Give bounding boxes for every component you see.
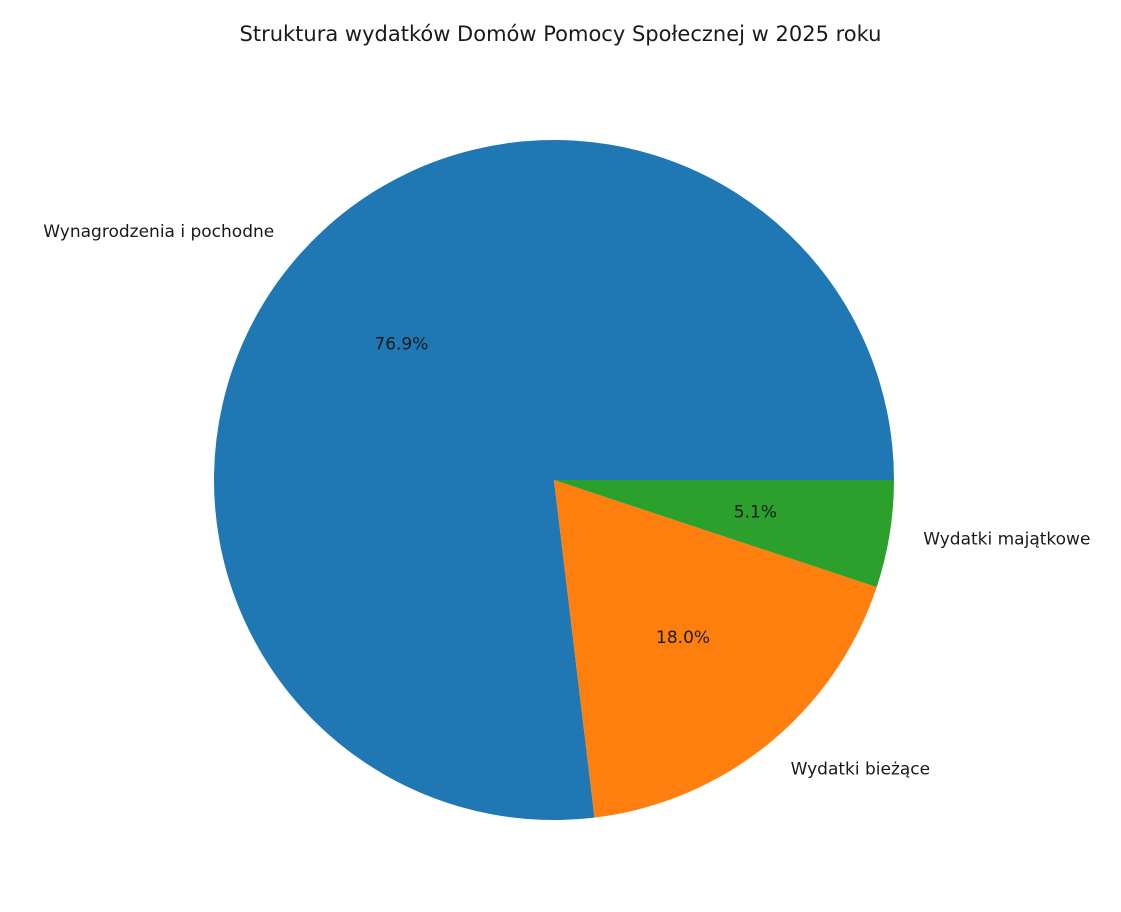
- slice-percent-label: 5.1%: [734, 503, 777, 523]
- slice-category-label: Wydatki majątkowe: [923, 530, 1090, 550]
- slice-percent-label: 76.9%: [374, 335, 428, 355]
- slice-percent-label: 18.0%: [656, 628, 710, 648]
- pie-slice-wydatki-majatkowe: [554, 480, 894, 588]
- chart-title: Struktura wydatków Domów Pomocy Społeczn…: [239, 22, 882, 46]
- slice-category-label: Wydatki bieżące: [791, 760, 931, 780]
- slice-category-label: Wynagrodzenia i pochodne: [43, 222, 274, 242]
- pie-slice-wydatki-biezace: [554, 480, 877, 818]
